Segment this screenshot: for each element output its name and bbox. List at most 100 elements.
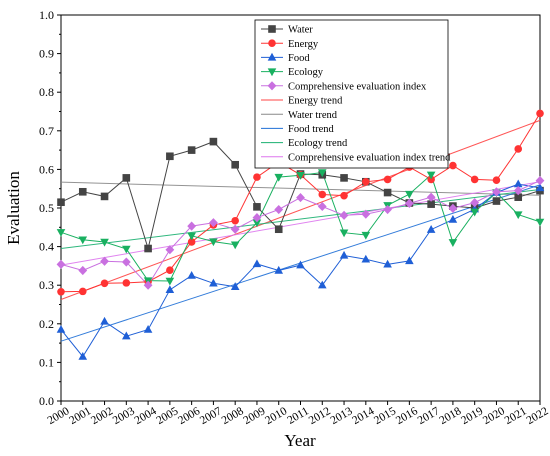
data-point <box>361 231 371 240</box>
data-point <box>230 224 240 234</box>
legend-item: Food <box>261 52 310 64</box>
data-point <box>470 175 479 184</box>
data-point <box>252 219 262 228</box>
trend-line <box>60 181 541 266</box>
data-point <box>78 236 88 245</box>
data-point <box>317 169 327 178</box>
legend-label: Energy trend <box>288 96 343 107</box>
data-point <box>340 174 348 182</box>
data-point <box>122 245 131 254</box>
data-point <box>231 216 239 225</box>
data-point <box>492 197 501 205</box>
data-point <box>187 221 197 231</box>
legend-item: Food trend <box>261 124 335 135</box>
y-tick-label: 0.4 <box>39 240 54 254</box>
legend-item: Comprehensive evaluation index trend <box>261 152 451 163</box>
trend-line <box>60 188 541 250</box>
data-point <box>100 238 109 247</box>
data-point <box>166 152 174 161</box>
data-point <box>492 187 501 197</box>
data-point <box>100 192 109 201</box>
data-point <box>144 244 152 253</box>
data-point <box>514 193 523 201</box>
y-tick-label: 1.0 <box>39 8 54 22</box>
legend-swatch-marker <box>267 81 277 91</box>
y-tick-label: 0.2 <box>39 317 54 331</box>
y-tick-label: 0.9 <box>39 47 54 61</box>
data-point <box>122 174 131 182</box>
data-point <box>340 191 348 200</box>
legend-item: Ecology trend <box>261 138 348 149</box>
legend-label: Food <box>288 53 310 64</box>
legend-label: Comprehensive evaluation index <box>288 81 427 92</box>
legend-box <box>254 19 449 169</box>
legend-item: Energy <box>261 39 319 50</box>
legend-label: Food trend <box>288 124 335 135</box>
data-point <box>274 173 284 182</box>
y-tick-label: 0.3 <box>39 278 54 292</box>
data-point <box>536 109 544 118</box>
data-point <box>448 214 458 223</box>
data-point <box>296 192 305 203</box>
legend-swatch-marker <box>267 68 277 77</box>
legend-label: Water trend <box>288 110 338 121</box>
data-point <box>449 161 457 170</box>
data-point <box>56 324 66 333</box>
data-point <box>209 238 218 247</box>
data-point <box>209 137 218 146</box>
data-point <box>296 171 305 180</box>
legend-item: Energy trend <box>261 96 343 107</box>
data-point <box>383 259 392 268</box>
data-point <box>253 173 261 181</box>
data-point <box>78 287 87 296</box>
y-tick-label: 0.5 <box>39 201 54 215</box>
data-point <box>514 145 523 153</box>
data-point <box>56 259 66 269</box>
data-point <box>274 265 284 274</box>
data-point <box>165 285 175 294</box>
legend-label: Comprehensive evaluation index trend <box>288 152 451 163</box>
data-point <box>492 176 501 185</box>
data-point <box>296 260 305 269</box>
data-point <box>339 210 349 220</box>
data-point <box>448 203 458 213</box>
data-point <box>165 277 175 286</box>
data-point <box>404 198 414 208</box>
data-point <box>361 209 371 219</box>
data-point <box>405 256 414 265</box>
data-point <box>78 187 87 196</box>
x-axis-label: Year <box>284 431 316 450</box>
x-tick-label: 2022 <box>525 405 550 427</box>
data-point <box>383 188 392 197</box>
data-point <box>513 179 523 188</box>
data-point <box>448 239 458 247</box>
data-point <box>361 254 371 263</box>
data-point <box>78 265 88 276</box>
data-point <box>339 229 349 238</box>
data-point <box>187 238 196 246</box>
data-point <box>100 316 109 325</box>
legend-item: Comprehensive evaluation index <box>261 81 427 92</box>
y-tick-label: 0.8 <box>39 85 54 99</box>
data-point <box>426 171 436 180</box>
data-point <box>57 198 65 207</box>
legend-label: Energy <box>288 39 319 50</box>
y-tick-label: 0.0 <box>39 394 54 408</box>
data-point <box>513 186 523 196</box>
data-point <box>427 175 435 184</box>
data-point <box>470 208 479 217</box>
legend-item: Ecology <box>261 67 324 78</box>
data-point <box>362 177 370 186</box>
data-point <box>339 250 349 259</box>
data-point <box>209 278 218 287</box>
data-point <box>230 241 240 250</box>
legend-label: Water <box>288 25 313 36</box>
data-point <box>383 204 392 215</box>
y-tick-label: 0.7 <box>39 124 54 138</box>
data-point <box>166 266 174 274</box>
data-point <box>317 201 327 212</box>
trend-line <box>60 181 541 196</box>
y-axis-label: Evaluation <box>4 171 23 245</box>
legend-swatch-marker <box>268 39 276 47</box>
data-point <box>121 257 131 267</box>
